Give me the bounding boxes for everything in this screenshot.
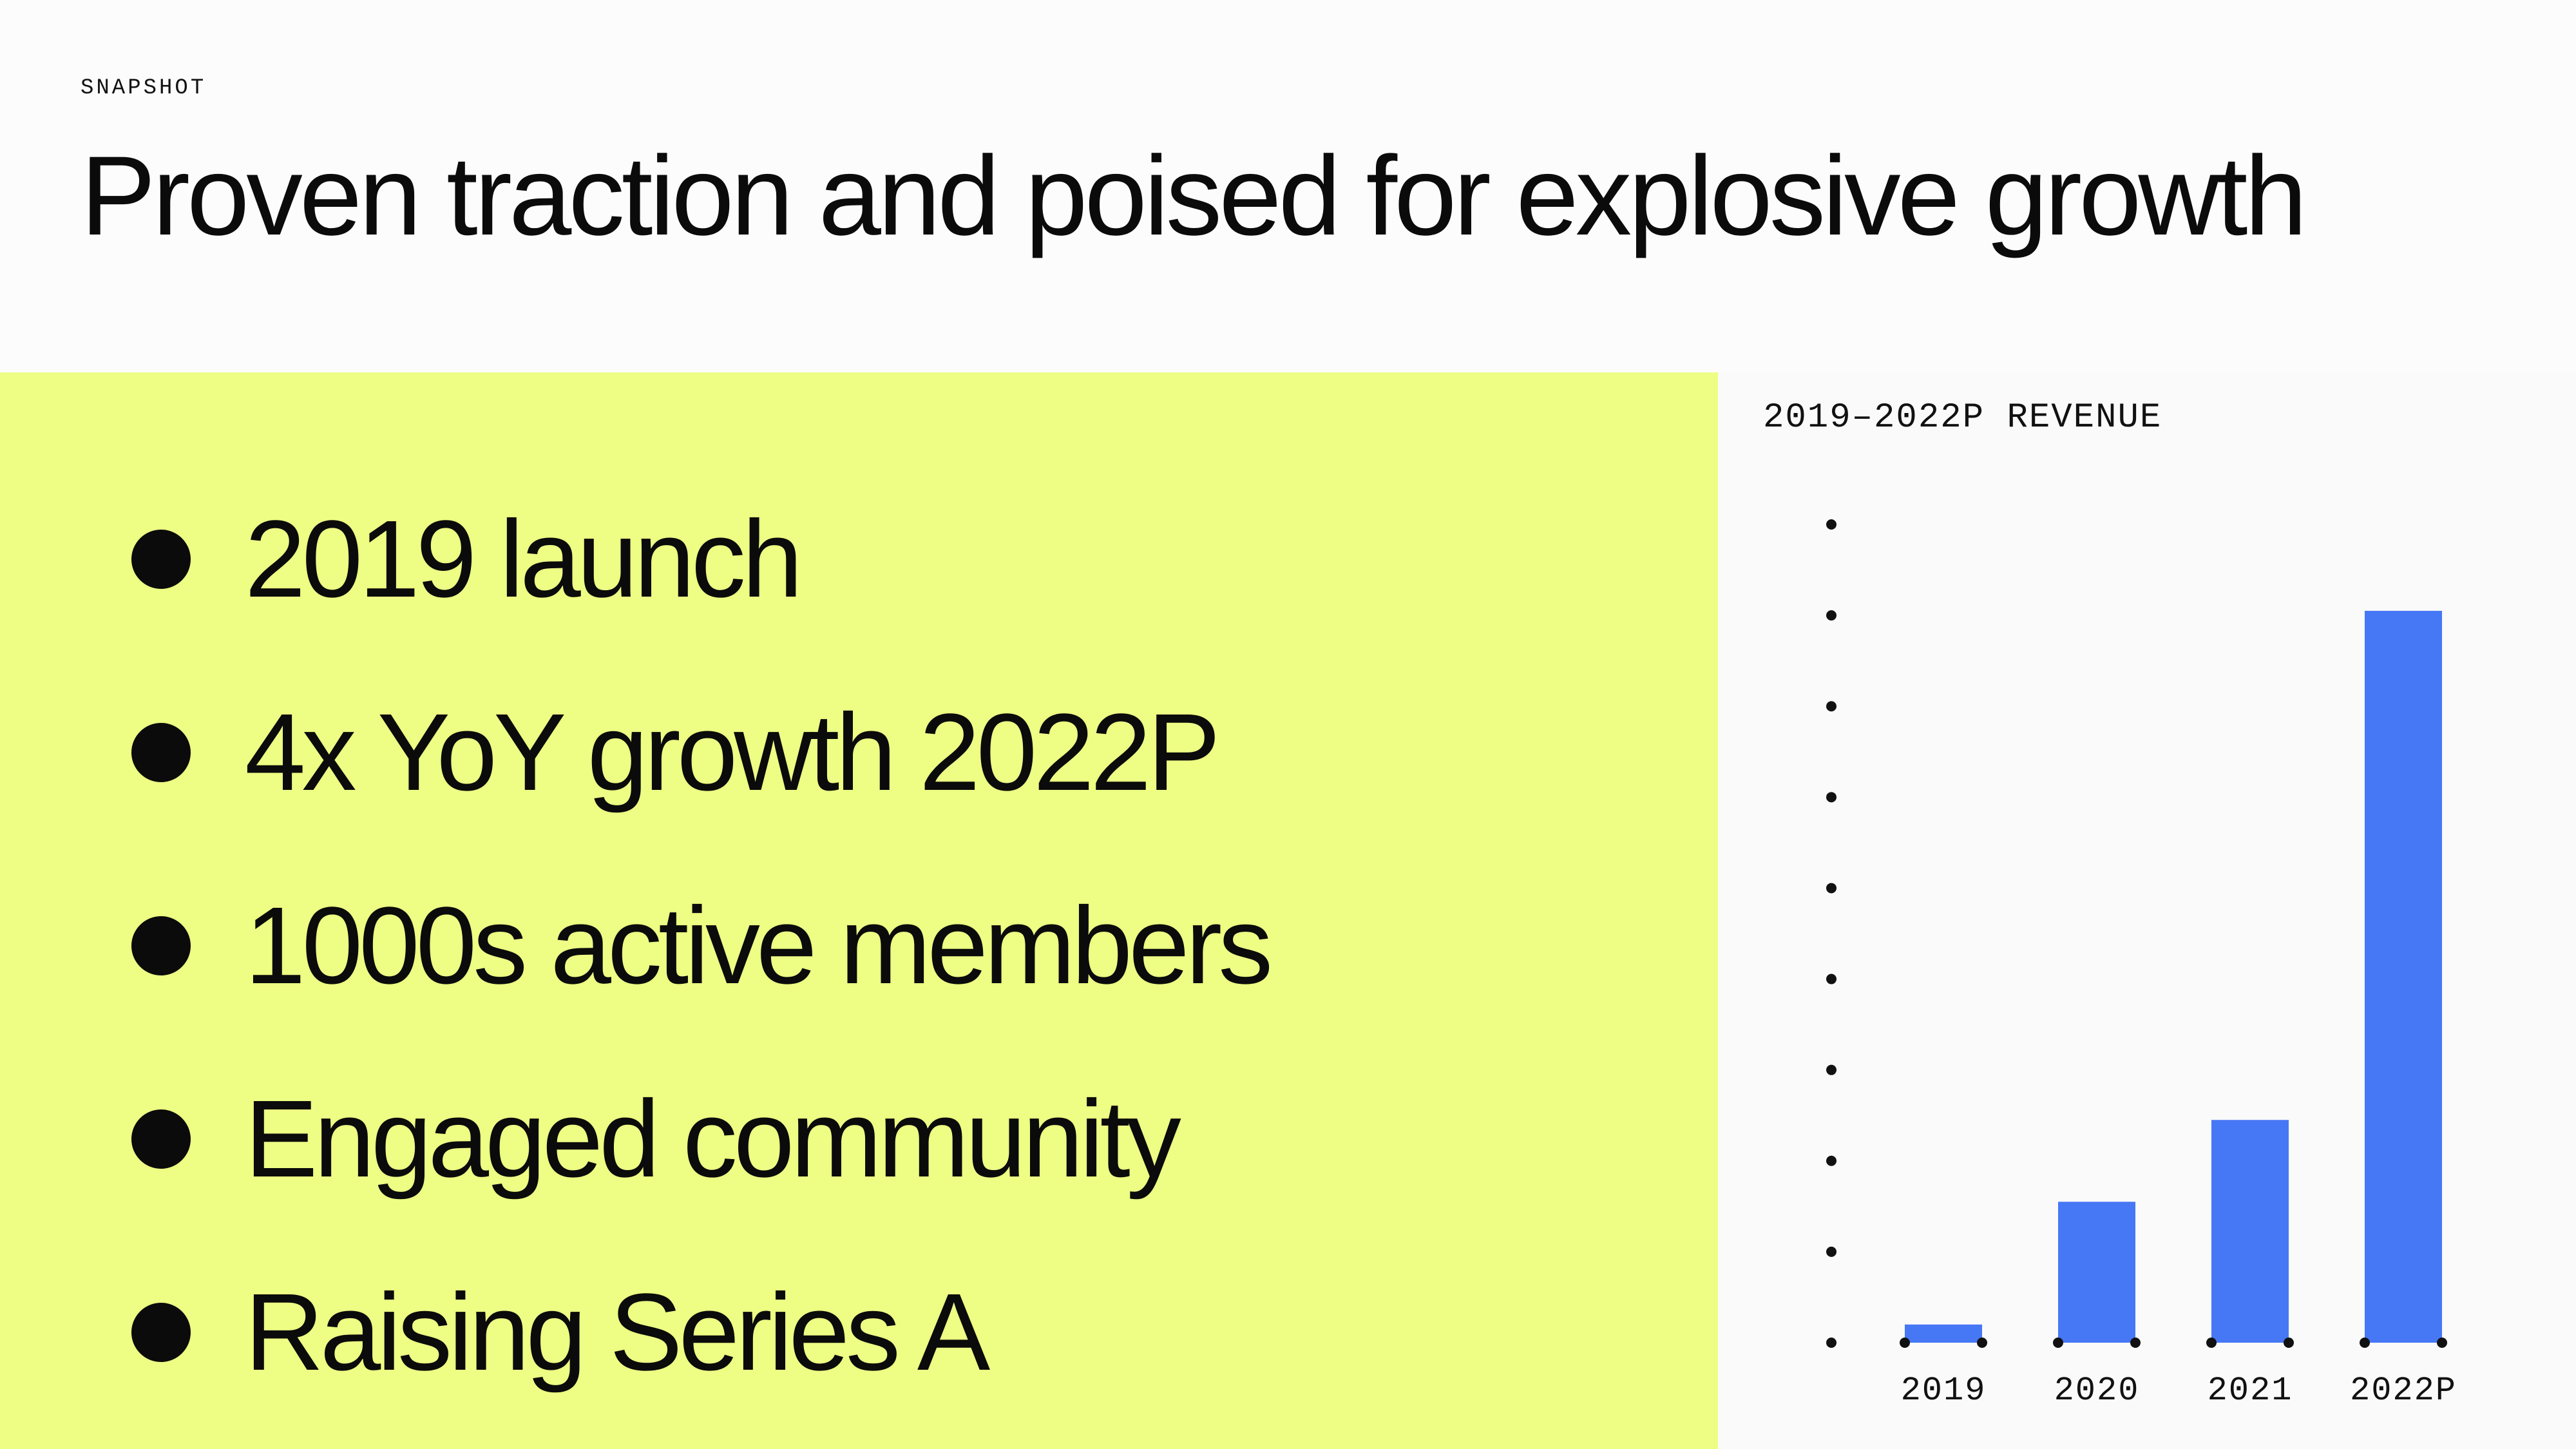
eyebrow-label: SNAPSHOT	[81, 76, 207, 101]
x-tick-dot	[2053, 1338, 2063, 1348]
x-tick-dot	[2206, 1338, 2217, 1348]
highlights-panel: 2019 launch 4x YoY growth 2022P 1000s ac…	[0, 372, 1718, 1449]
header: SNAPSHOT Proven traction and poised for …	[0, 0, 2576, 372]
x-tick-dot	[2130, 1338, 2141, 1348]
y-tick-dot	[1826, 792, 1837, 803]
y-tick-dot	[1826, 519, 1837, 530]
bars	[1905, 611, 2442, 1343]
x-axis: 2019 2020 2021 2022P	[1900, 1338, 2457, 1410]
bar-2022p	[2365, 611, 2442, 1343]
bar-2021	[2211, 1120, 2289, 1343]
bar-2019	[1905, 1324, 1982, 1343]
highlight-text: Engaged community	[245, 1078, 1181, 1200]
highlight-item: 4x YoY growth 2022P	[0, 688, 1675, 817]
x-tick-label: 2020	[2054, 1372, 2140, 1410]
highlight-item: Raising Series A	[0, 1268, 1675, 1397]
bullet-dot-icon	[131, 530, 191, 589]
slide-title: Proven traction and poised for explosive…	[81, 133, 2307, 259]
y-tick-dot	[1826, 701, 1837, 712]
bar-2020	[2058, 1202, 2135, 1343]
x-tick-label: 2022P	[2350, 1372, 2457, 1410]
chart-panel: 2019–2022P REVENUE 2019 2020 2021 2022P	[1718, 372, 2576, 1449]
highlight-text: 4x YoY growth 2022P	[245, 691, 1221, 814]
x-tick-dot	[2437, 1338, 2447, 1348]
y-tick-dot	[1826, 883, 1837, 894]
revenue-bar-chart: 2019 2020 2021 2022P	[1826, 519, 2457, 1410]
y-axis	[1826, 519, 1837, 1348]
bullet-dot-icon	[131, 1109, 191, 1169]
highlight-text: Raising Series A	[245, 1271, 990, 1394]
y-tick-dot	[1826, 1246, 1837, 1257]
highlight-item: 2019 launch	[0, 495, 1675, 624]
y-tick-dot	[1826, 974, 1837, 984]
bullet-dot-icon	[131, 1303, 191, 1362]
x-tick-dot	[2284, 1338, 2294, 1348]
bullet-dot-icon	[131, 723, 191, 782]
chart-title: 2019–2022P REVENUE	[1763, 398, 2162, 437]
highlight-text: 1000s active members	[245, 885, 1273, 1007]
highlight-item: 1000s active members	[0, 881, 1675, 1010]
y-tick-dot	[1826, 610, 1837, 621]
x-tick-label: 2021	[2208, 1372, 2293, 1410]
highlight-item: Engaged community	[0, 1075, 1675, 1204]
y-tick-dot	[1826, 1155, 1837, 1166]
y-tick-dot	[1826, 1064, 1837, 1075]
y-tick-dot	[1826, 1338, 1837, 1348]
x-tick-dot	[1977, 1338, 1987, 1348]
x-tick-dot	[1900, 1338, 1910, 1348]
x-tick-label: 2019	[1901, 1372, 1987, 1410]
highlight-text: 2019 launch	[245, 498, 803, 620]
x-tick-dot	[2360, 1338, 2370, 1348]
bullet-dot-icon	[131, 916, 191, 975]
